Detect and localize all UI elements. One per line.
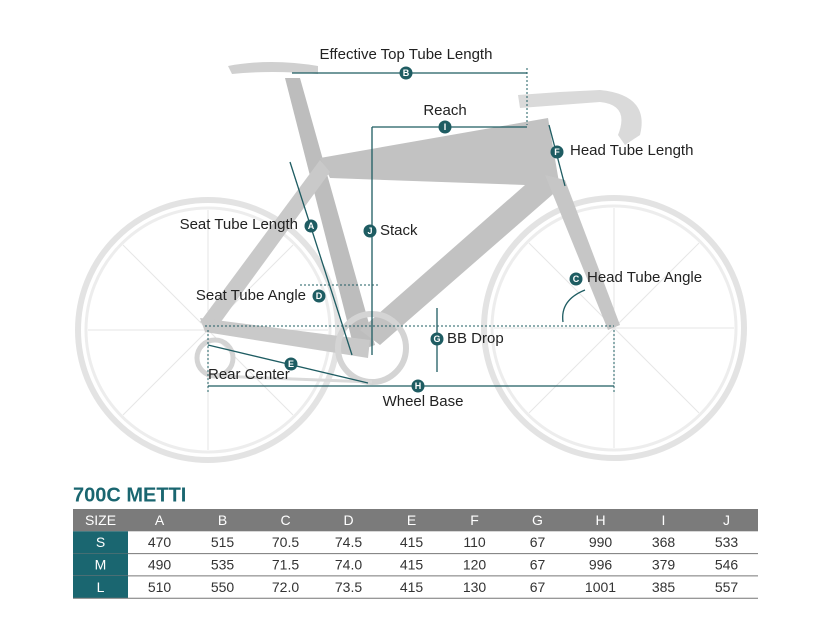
letter-badge (411, 379, 425, 393)
dimension-label: BB Drop (447, 330, 504, 347)
table-cell: 110 (463, 534, 486, 550)
header-cell: J (723, 512, 730, 528)
header-cell: B (218, 512, 227, 528)
header-cell: E (407, 512, 416, 528)
dimension-label: Stack (380, 222, 418, 239)
table-cell: 71.5 (272, 556, 299, 572)
table-cell: 990 (589, 534, 613, 550)
header-cell: SIZE (85, 512, 116, 528)
letter-badge (304, 219, 318, 233)
table-cell: 1001 (585, 579, 616, 595)
header-cell: I (662, 512, 666, 528)
dimension-label: Wheel Base (383, 393, 464, 410)
table-cell: 415 (400, 556, 424, 572)
letter: G (433, 334, 440, 344)
size-cell-bg (73, 553, 128, 576)
table-cell: 72.0 (272, 579, 299, 595)
table-cell: 120 (463, 556, 487, 572)
letter: E (288, 359, 294, 369)
letter: D (316, 291, 323, 301)
table-cell: 70.5 (272, 534, 299, 550)
header-cell: F (470, 512, 479, 528)
table-cell: 73.5 (335, 579, 362, 595)
table-cell: 385 (652, 579, 676, 595)
table-cell: 368 (652, 534, 676, 550)
header-cell: A (155, 512, 165, 528)
table-cell: 74.5 (335, 534, 362, 550)
table-cell: 546 (715, 556, 739, 572)
dimension-label: Head Tube Length (570, 142, 693, 159)
letter: H (415, 381, 422, 391)
table-cell: 130 (463, 579, 487, 595)
letter-badge (399, 66, 413, 80)
table-cell: 67 (530, 534, 546, 550)
header-cell: G (532, 512, 543, 528)
letter-badge (438, 120, 452, 134)
letter-badge (363, 224, 377, 238)
labels: B Effective Top Tube Length I Reach F Head Tu… (180, 46, 703, 410)
table-cell: 557 (715, 579, 739, 595)
letter-badge (284, 357, 298, 371)
letter: F (554, 147, 560, 157)
table-cell: 74.0 (335, 556, 362, 572)
size-cell: S (96, 534, 105, 550)
header-row (73, 509, 758, 532)
geometry-table: SIZE A B C D E F G H I J S 470 515 70.5 74.5 415 110 67 990… (73, 509, 758, 599)
header-cell: C (280, 512, 290, 528)
letter: C (573, 274, 580, 284)
table-cell: 415 (400, 579, 424, 595)
header-cell: D (343, 512, 353, 528)
table-cell: 67 (530, 579, 546, 595)
table-cell: 379 (652, 556, 676, 572)
letter: A (308, 221, 315, 231)
table-title: 700C METTI (73, 484, 186, 506)
header-cell: H (595, 512, 605, 528)
letter-badge (569, 272, 583, 286)
dimension-label: Seat Tube Length (180, 216, 298, 233)
table-cell: 415 (400, 534, 424, 550)
table-cell: 67 (530, 556, 546, 572)
table-cell: 510 (148, 579, 172, 595)
bike-drawing (75, 62, 747, 463)
table-cell: 535 (211, 556, 235, 572)
table-cell: 996 (589, 556, 613, 572)
dimension-label: Head Tube Angle (587, 269, 702, 286)
letter: I (444, 122, 447, 132)
table-cell: 490 (148, 556, 172, 572)
table-cell: 550 (211, 579, 235, 595)
size-cell-bg (73, 575, 128, 599)
dimension-label: Seat Tube Angle (196, 287, 306, 304)
dimension-label: Rear Center (208, 366, 290, 383)
size-cell: M (95, 556, 107, 572)
dimension-label: Effective Top Tube Length (320, 46, 493, 63)
table-cell: 470 (148, 534, 172, 550)
table-cell: 533 (715, 534, 739, 550)
letter: B (403, 68, 410, 78)
size-cell: L (97, 579, 105, 595)
letter-badge (550, 145, 564, 159)
letter-badge (312, 289, 326, 303)
letter-badge (430, 332, 444, 346)
dimension-label: Reach (423, 102, 466, 119)
table-cell: 515 (211, 534, 235, 550)
letter: J (367, 226, 372, 236)
size-cell-bg (73, 531, 128, 554)
